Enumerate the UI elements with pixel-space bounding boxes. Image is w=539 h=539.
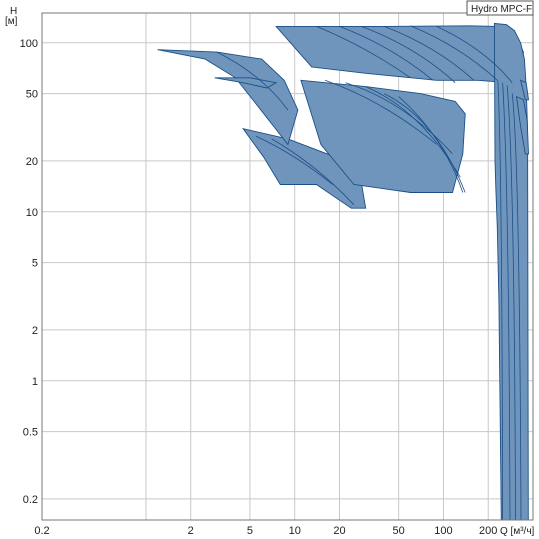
y-axis-label: H [10,6,17,17]
pump-curve [410,25,498,81]
pump-curve [216,51,289,111]
performance-areas [157,23,530,521]
y-tick-label: 50 [26,89,38,101]
area-top-band [275,25,524,84]
legend: Hydro MPC-F [466,0,534,16]
y-tick-label: 20 [26,156,38,168]
x-tick-label: 0.2 [34,525,49,537]
x-tick-label: 50 [393,525,405,537]
x-tick-label: 200 [479,525,497,537]
pump-curve [436,26,513,83]
y-tick-label: 2 [32,325,38,337]
y-tick-label: 1 [32,376,38,388]
legend-label: Hydro MPC-F [471,4,532,15]
area-low-head-group [242,127,367,209]
pump-curve [361,26,456,83]
y-axis-unit: [м] [5,16,18,27]
area-right-tab-2 [519,79,530,101]
pump-curve [316,26,411,79]
x-axis-label: Q [м³/ч] [500,526,535,537]
y-tick-label: 0.2 [23,494,38,506]
pump-curve [324,79,437,145]
legend-box [466,0,534,16]
pump-curve [511,93,522,521]
pump-curve [255,135,333,185]
y-tick-label: 5 [32,258,38,270]
plot-frame [41,12,534,521]
x-tick-label: 5 [247,525,253,537]
area-left-head-group [157,49,299,146]
x-tick-label: 20 [333,525,345,537]
pump-curve [384,26,475,81]
pump-curves [216,25,522,521]
pump-curve [339,26,434,81]
pump-curve [497,80,503,521]
y-tick-label: 0.5 [23,427,38,439]
pump-curve [502,82,511,521]
y-tick-labels: 100 50 20 10 5 2 1 0.5 0.2 [20,38,38,506]
area-mid-head-group [300,79,466,193]
y-tick-label: 10 [26,207,38,219]
area-right-tab-1 [515,95,529,155]
pump-curve [506,85,516,521]
y-tick-label: 100 [20,38,38,50]
pump-curve [345,82,453,155]
x-tick-label: 100 [434,525,452,537]
pump-curve [398,96,464,193]
area-high-flow-envelope [493,23,529,521]
x-tick-label: 10 [289,525,301,537]
x-tick-labels: 0.2 2 5 10 20 50 100 200 [34,525,497,537]
x-tick-label: 2 [188,525,194,537]
pump-curve [271,138,355,206]
